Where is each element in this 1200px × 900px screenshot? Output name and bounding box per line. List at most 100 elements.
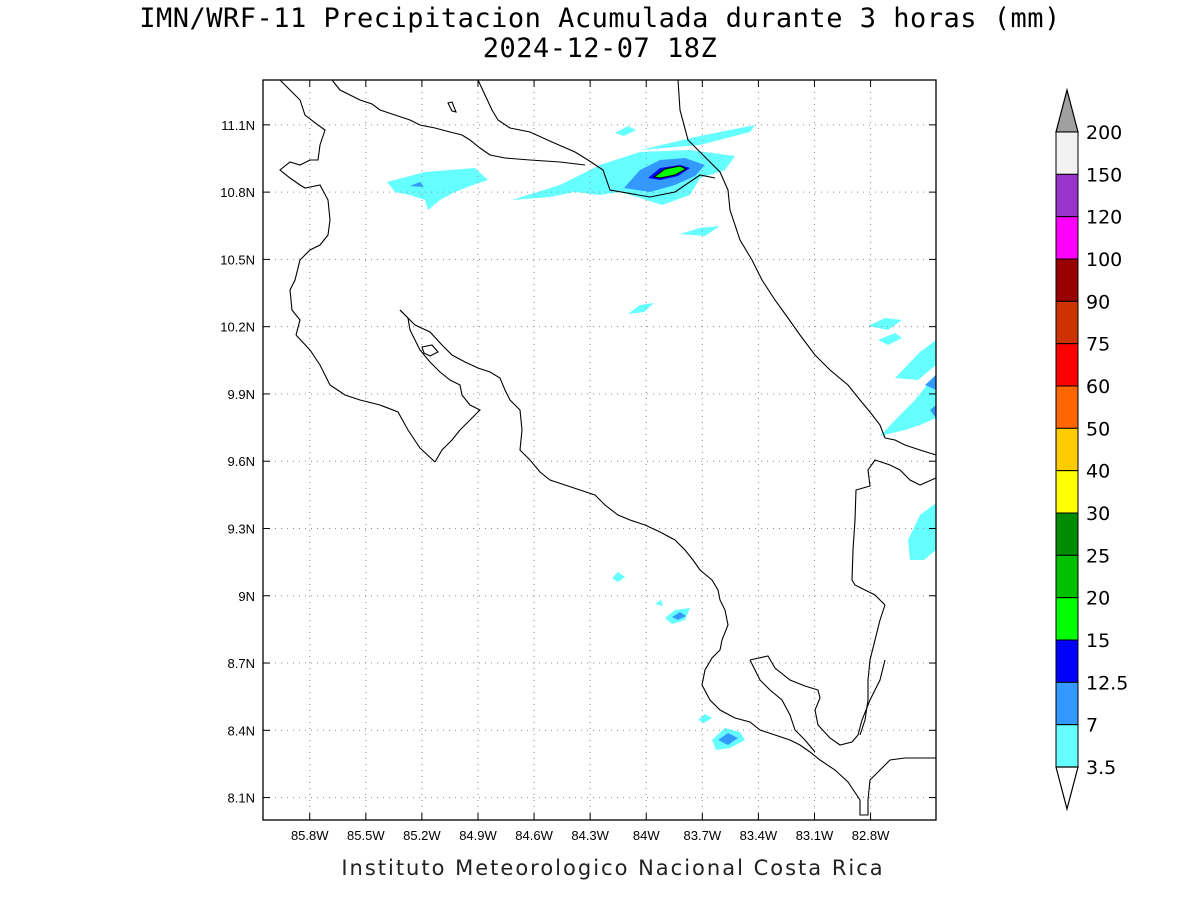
caribbean-coast-north: [677, 79, 886, 439]
lon-tick-label: 83.4W: [740, 828, 778, 843]
lon-tick-label: 83.7W: [684, 828, 722, 843]
lat-tick-label: 9N: [238, 589, 255, 604]
lake-nicaragua-island: [447, 101, 457, 113]
colorbar-label: 15: [1086, 630, 1110, 652]
colorbar-label: 120: [1086, 207, 1122, 229]
pacific-central-coast: [399, 309, 869, 816]
precip-band-caribbean-2: [895, 340, 936, 380]
precip-speck-south-2: [655, 600, 663, 606]
colorbar-swatch: [1055, 300, 1079, 345]
lon-tick-label: 82.8W: [852, 828, 890, 843]
colorbar-swatch: [1055, 681, 1079, 726]
precip-core-south-1: [672, 612, 686, 620]
colorbar-swatch: [1055, 597, 1079, 641]
caribbean-coast-south: [884, 437, 937, 456]
precipitation-colorbar: 200 150 120 100 90 75 60 50 40 30 25 20 15 12.5 7 3.5: [1055, 87, 1128, 812]
colorbar-label: 90: [1086, 291, 1110, 313]
colorbar-swatch: [1055, 724, 1079, 768]
san-juan-river-border: [504, 157, 586, 166]
lat-tick-label: 9.6N: [228, 454, 255, 469]
colorbar-label: 150: [1086, 164, 1122, 186]
lat-tick-label: 10.8N: [220, 185, 255, 200]
precip-core-east-2: [930, 405, 936, 418]
panama-border: [867, 757, 936, 801]
colorbar-under-arrow: [1055, 766, 1079, 812]
precip-core-osa: [718, 733, 738, 745]
colorbar-swatch: [1055, 343, 1079, 387]
colorbar-label: 12.5: [1086, 672, 1128, 694]
chira-island: [421, 344, 439, 357]
colorbar-swatch: [1055, 216, 1079, 260]
nicaragua-lake-coast: [279, 79, 331, 336]
lat-tick-label: 9.9N: [228, 387, 255, 402]
colorbar-label: 40: [1086, 461, 1110, 483]
precip-core-north-15: [652, 165, 688, 179]
precip-speck-osa: [698, 714, 712, 723]
colorbar-swatch: [1055, 131, 1079, 175]
osa-inner-coast: [749, 659, 816, 753]
colorbar-swatch: [1055, 470, 1079, 514]
precipitation-field: [387, 125, 936, 750]
lat-tick-label: 8.1N: [228, 791, 255, 806]
colorbar-label: 25: [1086, 545, 1110, 567]
panama-pacific-coast: [859, 604, 886, 736]
nicoya-inner-coast: [399, 309, 481, 463]
lat-tick-label: 8.4N: [228, 723, 255, 738]
lake-shore-north: [477, 79, 716, 198]
map-gridlines: 85.8W 85.5W 85.2W 84.9W 84.6W 84.3W 84W 83.7W 83…: [220, 80, 936, 843]
lon-tick-label: 84.6W: [515, 828, 553, 843]
colorbar-swatch: [1055, 554, 1079, 599]
lon-tick-label: 85.2W: [403, 828, 441, 843]
lat-tick-label: 10.5N: [220, 252, 255, 267]
lat-tick-label: 9.3N: [228, 521, 255, 536]
colorbar-label: 30: [1086, 503, 1110, 525]
colorbar-swatch: [1055, 173, 1079, 218]
precip-speck-south-1: [612, 572, 625, 582]
map-frame: [262, 79, 937, 821]
nicaragua-lake-shore: [331, 79, 506, 159]
precip-patch-central-north: [680, 226, 720, 236]
colorbar-label: 20: [1086, 588, 1110, 610]
nicoya-gulf-coast: [295, 334, 436, 463]
lon-tick-label: 85.8W: [291, 828, 329, 843]
precip-band-northeast: [640, 125, 755, 150]
golfo-dulce: [749, 655, 886, 746]
lon-tick-label: 84.9W: [459, 828, 497, 843]
colorbar-swatch: [1055, 385, 1079, 429]
lat-tick-label: 8.7N: [228, 656, 255, 671]
lon-tick-label: 84.3W: [571, 828, 609, 843]
precip-patch-east: [868, 318, 902, 330]
lat-tick-label: 11.1N: [221, 118, 255, 133]
colorbar-swatch: [1055, 512, 1079, 556]
colorbar-label: 3.5: [1086, 757, 1116, 779]
colorbar-label: 75: [1086, 334, 1110, 356]
precip-core-northwest: [410, 182, 424, 187]
colorbar-swatch: [1055, 258, 1079, 302]
precip-area-northwest: [387, 168, 488, 210]
colorbar-label: 50: [1086, 418, 1110, 440]
precip-area-north-border: [512, 150, 735, 205]
colorbar-over-arrow: [1055, 87, 1079, 133]
map-subtitle-date: 2024-12-07 18Z: [482, 33, 718, 64]
colorbar-label: 60: [1086, 376, 1110, 398]
precip-patch-east-2: [878, 333, 902, 345]
bocas-del-toro-coast: [851, 459, 937, 606]
colorbar-label: 100: [1086, 249, 1122, 271]
colorbar-label: 7: [1086, 715, 1098, 737]
credit-institution: Instituto Meteorologico Nacional Costa R…: [341, 856, 885, 880]
lon-tick-label: 85.5W: [347, 828, 385, 843]
colorbar-swatch: [1055, 639, 1079, 683]
precip-patch-central: [628, 303, 654, 314]
map-title: IMN/WRF-11 Precipitacion Acumulada duran…: [139, 3, 1061, 34]
colorbar-label: 200: [1086, 122, 1122, 144]
precip-core-east: [925, 375, 936, 390]
lon-tick-label: 83.1W: [796, 828, 834, 843]
precip-area-bocas: [908, 503, 936, 560]
lat-tick-label: 10.2N: [220, 320, 255, 335]
precip-speck-north: [615, 126, 636, 136]
coastlines-and-borders: [279, 79, 937, 816]
precip-band-caribbean: [880, 375, 936, 436]
colorbar-swatch: [1055, 427, 1079, 472]
lon-tick-label: 84W: [633, 828, 660, 843]
